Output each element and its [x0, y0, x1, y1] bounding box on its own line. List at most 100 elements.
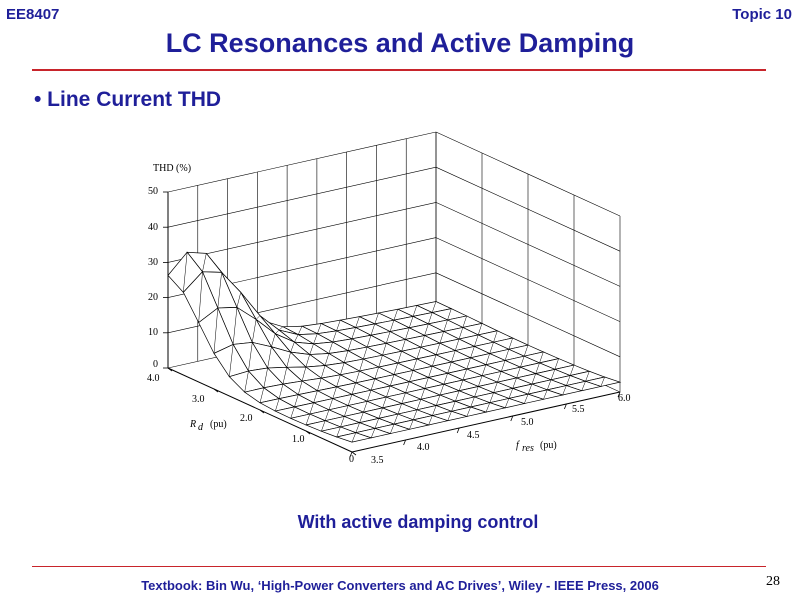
surface-diagonal — [290, 406, 295, 419]
rd-tick — [167, 367, 173, 372]
axis-ticks — [163, 191, 621, 458]
surface-diagonal — [562, 385, 567, 396]
surface-diagonal — [493, 330, 498, 343]
rd-tick-label: 4.0 — [147, 373, 160, 384]
surface-diagonal — [321, 420, 326, 432]
side-wall-gridline — [435, 202, 621, 287]
surface-diagonal — [355, 422, 360, 433]
z-tick-label: 40 — [148, 222, 158, 233]
z-tick-label: 20 — [148, 292, 158, 303]
side-wall-gridline — [435, 166, 621, 252]
surface-diagonal — [328, 398, 333, 410]
rd-tick — [351, 451, 357, 456]
surface-diagonal — [351, 382, 356, 395]
surface-diagonal — [271, 333, 276, 347]
surface-diagonal — [424, 377, 429, 389]
surface-diagonal — [363, 347, 368, 360]
fres-tick-label: 5.0 — [521, 417, 534, 428]
surface-diagonal — [451, 350, 456, 363]
surface-diagonal — [412, 305, 418, 317]
back-wall-gridline — [167, 166, 437, 228]
surface-diagonal — [466, 357, 471, 370]
surface-diagonal — [393, 362, 399, 375]
surface-diagonal — [501, 360, 506, 372]
surface-diagonal — [355, 370, 360, 383]
surface-diagonal — [539, 351, 544, 363]
surface-diagonal — [382, 343, 387, 356]
surface-diagonal — [466, 406, 471, 417]
svg-text:res: res — [522, 443, 534, 454]
surface-diagonal — [313, 333, 318, 344]
surface-diagonal — [275, 329, 280, 334]
z-axis-label: THD (%) — [153, 163, 191, 174]
surface-diagonal — [504, 349, 510, 361]
surface-diagonal — [305, 413, 311, 426]
surface-diagonal — [366, 335, 372, 348]
surface-diagonal — [363, 401, 368, 413]
surface-diagonal — [332, 330, 337, 343]
surface-diagonal — [390, 424, 395, 434]
slide-title: LC Resonances and Active Damping — [165, 28, 635, 58]
surface-diagonal — [374, 418, 379, 429]
z-tick-label: 0 — [153, 359, 158, 370]
thd-surface — [167, 251, 622, 443]
surface-diagonal — [428, 415, 433, 426]
floor-edge — [351, 391, 621, 453]
z-tick-label: 30 — [148, 257, 158, 268]
surface-diagonal — [569, 364, 575, 376]
surface-diagonal — [317, 378, 322, 391]
rd-tick — [305, 430, 311, 435]
surface-diagonal — [443, 373, 448, 385]
surface-diagonal — [439, 331, 444, 344]
surface-diagonal — [309, 343, 314, 355]
surface-diagonal — [520, 356, 525, 368]
surface-diagonal — [198, 271, 203, 323]
surface-diagonal — [401, 392, 406, 404]
surface-diagonal — [389, 374, 395, 387]
surface-diagonal — [359, 412, 364, 423]
fres-tick-label: 3.5 — [371, 455, 384, 466]
surface-diagonal — [370, 378, 376, 391]
surface-diagonal — [305, 354, 310, 368]
surface-diagonal — [512, 377, 517, 389]
surface-diagonal — [344, 405, 349, 417]
surface-diagonal — [286, 352, 291, 368]
figure-caption: With active damping control — [297, 512, 539, 532]
surface-diagonal — [401, 339, 406, 352]
surface-diagonal — [183, 252, 188, 293]
surface-diagonal — [489, 392, 494, 403]
surface-diagonal — [217, 272, 222, 309]
textbook-reference: Textbook: Bin Wu, ‘High-Power Converters… — [141, 578, 659, 593]
surface-diagonal — [435, 394, 441, 406]
surface-diagonal — [524, 394, 529, 404]
fres-tick — [564, 403, 567, 410]
fres-tick — [510, 415, 514, 422]
surface-diagonal — [431, 301, 437, 313]
surface-diagonal — [259, 387, 265, 403]
rd-axis-label: R d (pu) — [189, 419, 227, 433]
surface-diagonal — [370, 428, 376, 438]
surface-diagonal — [213, 307, 219, 354]
svg-text:d: d — [198, 422, 204, 433]
surface-diagonal — [202, 253, 207, 272]
surface-diagonal — [405, 381, 410, 393]
surface-diagonal — [244, 370, 249, 393]
back-wall-gridline — [167, 131, 437, 193]
surface-diagonal — [378, 407, 383, 419]
surface-diagonal — [409, 419, 414, 430]
surface-diagonal — [355, 316, 360, 328]
surface-diagonal — [313, 390, 318, 403]
fres-tick — [456, 427, 460, 434]
surface-diagonal — [458, 327, 464, 340]
fres-tick-label: 6.0 — [618, 393, 631, 404]
surface-diagonal — [317, 323, 322, 334]
fres-axis-label: f res (pu) — [516, 440, 557, 454]
surface-diagonal — [462, 315, 467, 328]
surface-diagonal — [332, 386, 337, 399]
surface-diagonal — [374, 367, 379, 379]
surface-diagonal — [405, 327, 410, 340]
page-number: 28 — [766, 574, 780, 589]
surface-diagonal — [581, 381, 586, 391]
z-tick-label: 50 — [148, 186, 158, 197]
